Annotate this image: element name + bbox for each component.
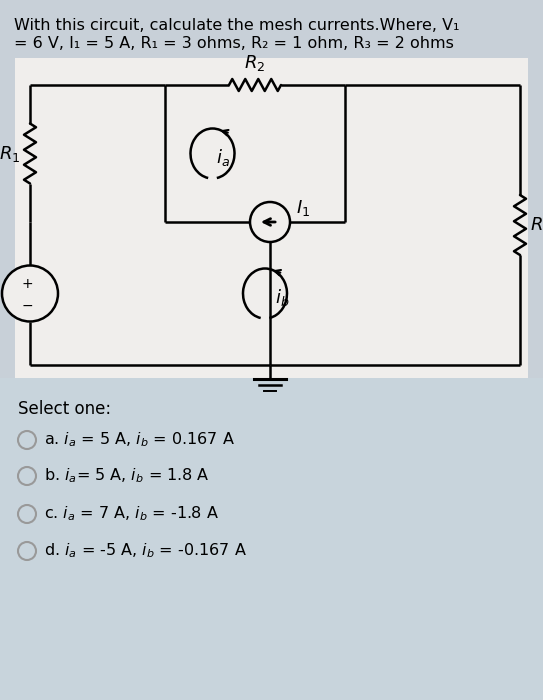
Text: d. $i_a$ = -5 A, $i_b$ = -0.167 A: d. $i_a$ = -5 A, $i_b$ = -0.167 A [44,542,247,560]
Text: +: + [21,276,33,290]
Text: $i_b$: $i_b$ [275,287,289,308]
Text: $R_2$: $R_2$ [244,53,266,73]
Bar [15,58,528,378]
Text: a. $i_a$ = 5 A, $i_b$ = 0.167 A: a. $i_a$ = 5 A, $i_b$ = 0.167 A [44,430,235,449]
Text: −: − [21,298,33,312]
Bar [0,378,543,700]
Text: $I_1$: $I_1$ [296,198,310,218]
Circle shape [2,265,58,321]
Text: With this circuit, calculate the mesh currents.Where, V₁: With this circuit, calculate the mesh cu… [14,18,459,33]
Bar [0,0,543,58]
Text: c. $i_a$ = 7 A, $i_b$ = -1.8 A: c. $i_a$ = 7 A, $i_b$ = -1.8 A [44,505,219,524]
Text: $i_a$: $i_a$ [216,147,229,168]
Text: Select one:: Select one: [18,400,111,418]
Text: b. $i_a$= 5 A, $i_b$ = 1.8 A: b. $i_a$= 5 A, $i_b$ = 1.8 A [44,467,210,485]
Text: $R_3$: $R_3$ [530,215,543,235]
Text: = 6 V, I₁ = 5 A, R₁ = 3 ohms, R₂ = 1 ohm, R₃ = 2 ohms: = 6 V, I₁ = 5 A, R₁ = 3 ohms, R₂ = 1 ohm… [14,36,454,51]
Text: $R_1$: $R_1$ [0,144,20,164]
Circle shape [250,202,290,242]
